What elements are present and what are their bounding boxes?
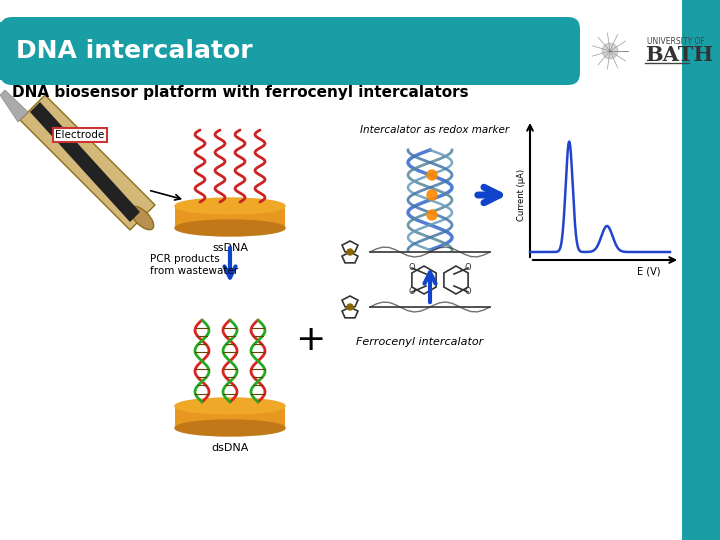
Text: ssDNA: ssDNA — [212, 243, 248, 253]
Text: O: O — [464, 287, 472, 296]
Ellipse shape — [175, 198, 285, 214]
Text: E (V): E (V) — [637, 267, 661, 277]
Text: O: O — [409, 287, 415, 296]
Text: +: + — [294, 323, 325, 357]
Circle shape — [347, 249, 353, 255]
Text: Intercalator as redox marker: Intercalator as redox marker — [361, 125, 510, 135]
Polygon shape — [30, 102, 140, 222]
Circle shape — [427, 190, 437, 200]
Text: UNIVERSITY OF: UNIVERSITY OF — [647, 37, 705, 45]
Circle shape — [584, 25, 636, 77]
Circle shape — [602, 43, 618, 59]
Text: DNA biosensor platform with ferrocenyl intercalators: DNA biosensor platform with ferrocenyl i… — [12, 84, 469, 99]
Circle shape — [427, 210, 437, 220]
Circle shape — [427, 170, 437, 180]
FancyBboxPatch shape — [0, 17, 580, 85]
Circle shape — [347, 304, 353, 310]
Text: Ferrocenyl intercalator: Ferrocenyl intercalator — [356, 337, 484, 347]
Bar — [0, 22, 20, 80]
Text: Electrode: Electrode — [55, 130, 104, 140]
Ellipse shape — [175, 220, 285, 236]
Text: BATH: BATH — [645, 45, 714, 65]
Bar — [175, 206, 285, 228]
Ellipse shape — [175, 420, 285, 436]
Text: PCR products
from wastewater: PCR products from wastewater — [150, 254, 238, 276]
Ellipse shape — [175, 398, 285, 414]
Text: Current (μA): Current (μA) — [518, 169, 526, 221]
Ellipse shape — [130, 206, 153, 230]
Bar — [175, 406, 285, 428]
Polygon shape — [0, 90, 28, 122]
Text: dsDNA: dsDNA — [211, 443, 248, 453]
Text: O: O — [464, 264, 472, 273]
Polygon shape — [20, 95, 155, 230]
Text: O: O — [409, 264, 415, 273]
Text: DNA intercalator: DNA intercalator — [16, 39, 253, 63]
Bar — [682, 0, 720, 540]
